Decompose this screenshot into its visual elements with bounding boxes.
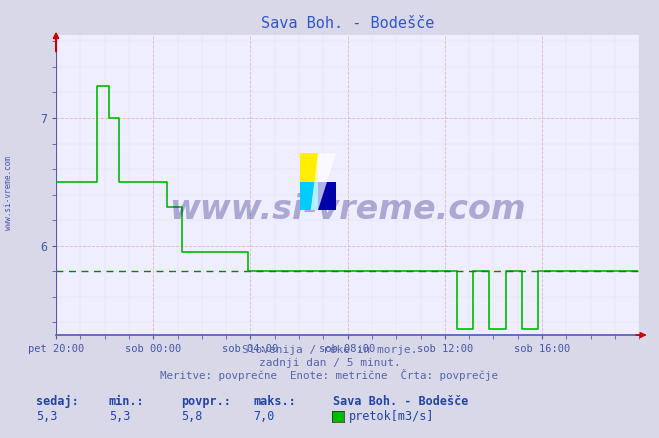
Text: 5,8: 5,8	[181, 410, 202, 423]
Text: 7,0: 7,0	[254, 410, 275, 423]
Text: Sava Boh. - Bodešče: Sava Boh. - Bodešče	[333, 395, 468, 408]
Text: sedaj:: sedaj:	[36, 395, 79, 408]
Text: zadnji dan / 5 minut.: zadnji dan / 5 minut.	[258, 358, 401, 368]
Text: Meritve: povprečne  Enote: metrične  Črta: povprečje: Meritve: povprečne Enote: metrične Črta:…	[161, 369, 498, 381]
Text: maks.:: maks.:	[254, 395, 297, 408]
Polygon shape	[311, 153, 336, 210]
Text: Slovenija / reke in morje.: Slovenija / reke in morje.	[242, 345, 417, 355]
Text: www.si-vreme.com: www.si-vreme.com	[4, 156, 13, 230]
Title: Sava Boh. - Bodešče: Sava Boh. - Bodešče	[261, 16, 434, 31]
Bar	[300, 182, 318, 210]
Bar	[300, 153, 318, 182]
Text: povpr.:: povpr.:	[181, 395, 231, 408]
Text: www.si-vreme.com: www.si-vreme.com	[169, 193, 526, 226]
Text: 5,3: 5,3	[36, 410, 57, 423]
Text: min.:: min.:	[109, 395, 144, 408]
Text: pretok[m3/s]: pretok[m3/s]	[349, 410, 435, 423]
Bar	[318, 182, 336, 210]
Text: 5,3: 5,3	[109, 410, 130, 423]
